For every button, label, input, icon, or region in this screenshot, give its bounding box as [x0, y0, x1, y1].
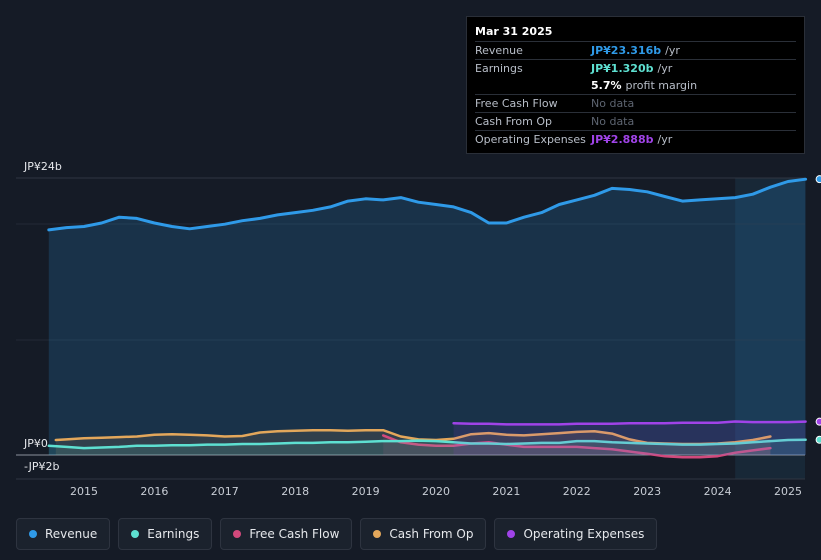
x-tick-2021: 2021 [492, 485, 520, 498]
y-label-top: JP¥24b [23, 160, 62, 173]
forecast-highlight [735, 178, 805, 479]
tooltip-row-cfo: Cash From Op No data [475, 113, 796, 131]
x-tick-2019: 2019 [352, 485, 380, 498]
tooltip-opex-value: JP¥2.888b [591, 133, 654, 146]
legend-revenue-dot-icon [29, 530, 37, 538]
x-tick-2015: 2015 [70, 485, 98, 498]
x-axis-ticks: 2015 2016 2017 2018 2019 2020 2021 2022 2023 2024… [70, 485, 802, 498]
legend-opex-label: Operating Expenses [523, 527, 645, 541]
legend-earnings-dot-icon [131, 530, 140, 538]
tooltip-revenue-label: Revenue [475, 44, 523, 57]
tooltip-row-earnings: Earnings JP¥1.320b /yr [475, 60, 796, 77]
tooltip-row-revenue: Revenue JP¥23.316b /yr [475, 42, 796, 60]
series-end-marker-earnings [815, 435, 821, 444]
legend-cfo-label: Cash From Op [389, 527, 474, 541]
series-area-revenue [48, 179, 806, 455]
tooltip-opex-unit: /yr [657, 133, 673, 146]
series-layer [47, 175, 821, 459]
series-line-earnings [47, 438, 807, 450]
x-tick-2024: 2024 [704, 485, 732, 498]
legend-fcf-label: Free Cash Flow [249, 527, 340, 541]
legend-fcf-toggle[interactable]: Free Cash Flow [220, 518, 353, 550]
y-label-zero: JP¥0 [23, 437, 48, 450]
x-tick-2016: 2016 [140, 485, 168, 498]
tooltip-cfo-label: Cash From Op [475, 115, 553, 128]
legend-opex-toggle[interactable]: Operating Expenses [494, 518, 658, 550]
legend-revenue-label: Revenue [45, 527, 98, 541]
tooltip-margin-value: 5.7% [591, 79, 622, 92]
x-tick-2017: 2017 [211, 485, 239, 498]
tooltip-row-opex: Operating Expenses JP¥2.888b /yr [475, 131, 796, 148]
tooltip-cfo-value: No data [591, 115, 635, 128]
x-tick-2020: 2020 [422, 485, 450, 498]
x-tick-2022: 2022 [563, 485, 591, 498]
tooltip-earnings-value: JP¥1.320b [591, 62, 654, 75]
tooltip-date: Mar 31 2025 [475, 23, 796, 42]
series-line-fcf [381, 434, 772, 459]
legend-revenue-toggle[interactable]: Revenue [16, 518, 111, 550]
y-label-bottom: -JP¥2b [24, 460, 59, 473]
tooltip-panel: Mar 31 2025 Revenue JP¥23.316b /yr Earni… [466, 16, 805, 154]
tooltip-row-fcf: Free Cash Flow No data [475, 95, 796, 113]
x-tick-2018: 2018 [281, 485, 309, 498]
legend-earnings-label: Earnings [147, 527, 200, 541]
legend-cfo-toggle[interactable]: Cash From Op [360, 518, 487, 550]
x-tick-2025: 2025 [774, 485, 802, 498]
tooltip-row-margin: 5.7% profit margin [475, 77, 796, 95]
legend-earnings-toggle[interactable]: Earnings [118, 518, 213, 550]
series-end-marker-opex [815, 417, 821, 426]
tooltip-earnings-label: Earnings [475, 62, 523, 75]
tooltip-revenue-value: JP¥23.316b [591, 44, 662, 57]
series-line-opex [452, 420, 807, 426]
x-tick-2023: 2023 [633, 485, 661, 498]
series-area-opex [453, 421, 806, 455]
series-line-revenue [47, 177, 808, 232]
series-end-marker-revenue [815, 175, 821, 184]
series-area-fcf [383, 435, 771, 458]
tooltip-opex-label: Operating Expenses [475, 133, 586, 146]
tooltip-margin-spacer [475, 77, 591, 94]
legend-cfo-dot-icon [373, 530, 382, 538]
tooltip-revenue-unit: /yr [665, 44, 680, 57]
chart-legend: Revenue Earnings Free Cash Flow Cash Fro… [16, 518, 658, 550]
tooltip-fcf-label: Free Cash Flow [475, 97, 558, 110]
legend-opex-dot-icon [507, 530, 516, 538]
tooltip-margin-unit: profit margin [625, 79, 698, 92]
legend-fcf-dot-icon [233, 530, 242, 538]
tooltip-earnings-unit: /yr [657, 62, 673, 75]
tooltip-fcf-value: No data [591, 97, 635, 110]
